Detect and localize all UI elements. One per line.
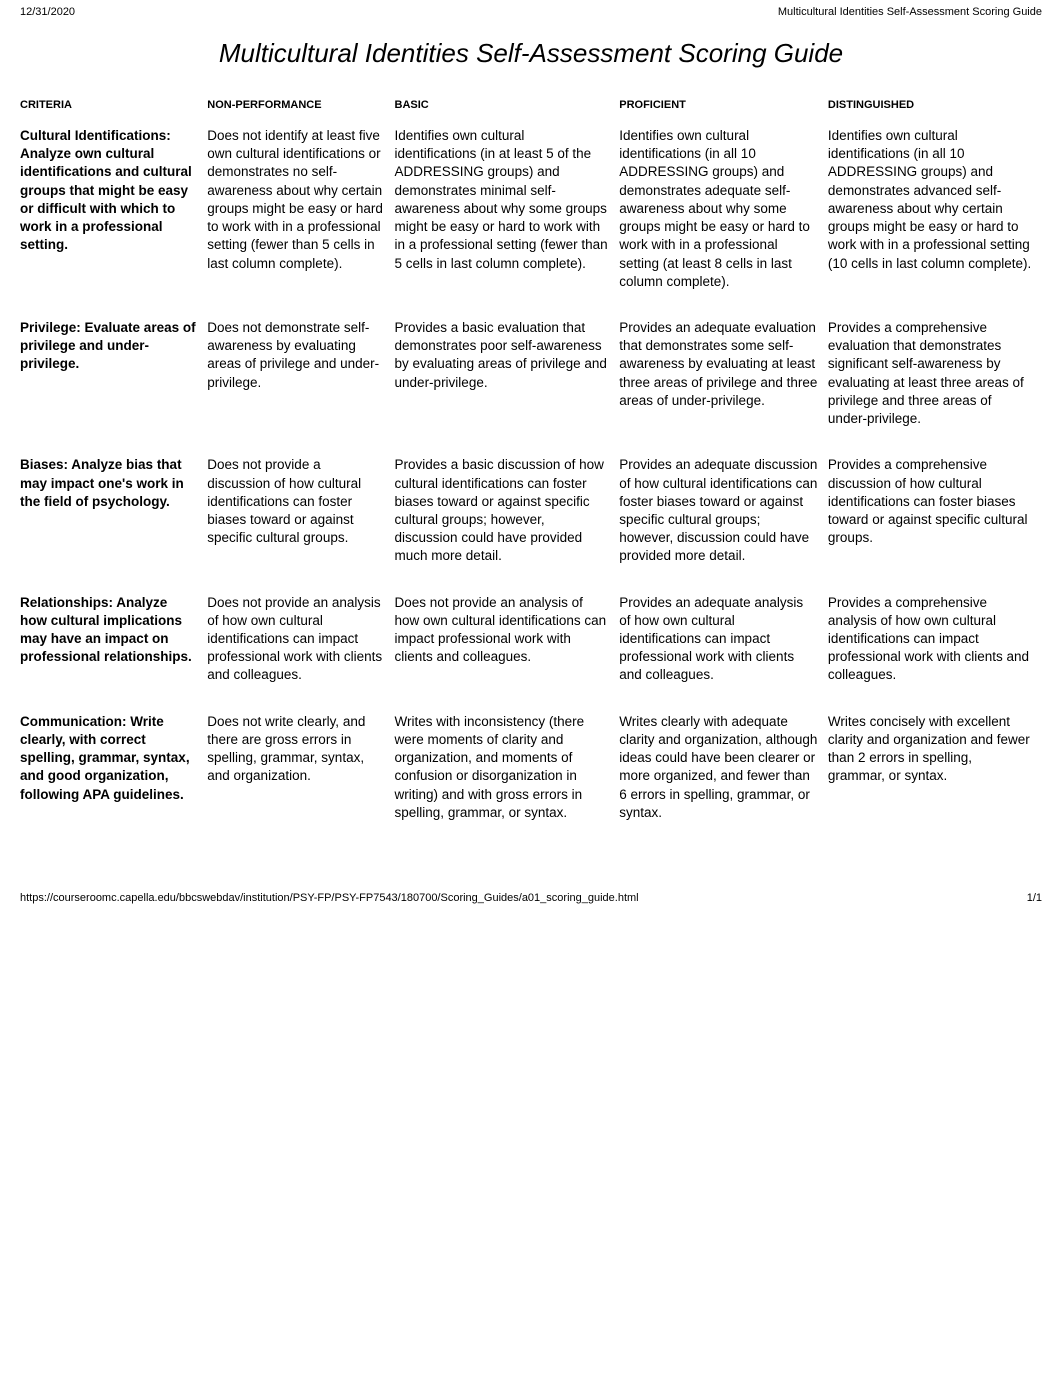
cell-basic: Writes with inconsistency (there were mo… [395,705,620,842]
cell-distinguished: Identifies own cultural identifications … [828,119,1042,311]
cell-nonperformance: Does not demonstrate self-awareness by e… [207,311,394,448]
footer-url: https://courseroomc.capella.edu/bbcswebd… [20,892,639,904]
cell-proficient: Writes clearly with adequate clarity and… [619,705,828,842]
table-row: Privilege: Evaluate areas of privilege a… [20,311,1042,448]
cell-criteria: Cultural Identifications: Analyze own cu… [20,119,207,311]
cell-proficient: Identifies own cultural identifications … [619,119,828,311]
cell-nonperformance: Does not write clearly, and there are gr… [207,705,394,842]
page-title: Multicultural Identities Self-Assessment… [0,38,1062,69]
table-row: Relationships: Analyze how cultural impl… [20,586,1042,705]
table-row: Communication: Write clearly, with corre… [20,705,1042,842]
cell-criteria: Communication: Write clearly, with corre… [20,705,207,842]
cell-basic: Provides a basic evaluation that demonst… [395,311,620,448]
col-header-distinguished: DISTINGUISHED [828,93,1042,119]
cell-nonperformance: Does not identify at least five own cult… [207,119,394,311]
cell-distinguished: Writes concisely with excellent clarity … [828,705,1042,842]
cell-criteria: Relationships: Analyze how cultural impl… [20,586,207,705]
col-header-criteria: CRITERIA [20,93,207,119]
table-header-row: CRITERIA NON-PERFORMANCE BASIC PROFICIEN… [20,93,1042,119]
cell-distinguished: Provides a comprehensive evaluation that… [828,311,1042,448]
cell-nonperformance: Does not provide an analysis of how own … [207,586,394,705]
col-header-proficient: PROFICIENT [619,93,828,119]
rubric-body: Cultural Identifications: Analyze own cu… [20,119,1042,842]
table-row: Biases: Analyze bias that may impact one… [20,448,1042,585]
col-header-basic: BASIC [395,93,620,119]
header-running-title: Multicultural Identities Self-Assessment… [778,6,1042,18]
rubric-table: CRITERIA NON-PERFORMANCE BASIC PROFICIEN… [20,93,1042,842]
cell-basic: Identifies own cultural identifications … [395,119,620,311]
header-date: 12/31/2020 [20,6,75,18]
header-meta: 12/31/2020 Multicultural Identities Self… [0,0,1062,20]
cell-proficient: Provides an adequate discussion of how c… [619,448,828,585]
cell-criteria: Biases: Analyze bias that may impact one… [20,448,207,585]
col-header-nonperformance: NON-PERFORMANCE [207,93,394,119]
cell-basic: Does not provide an analysis of how own … [395,586,620,705]
cell-criteria: Privilege: Evaluate areas of privilege a… [20,311,207,448]
cell-distinguished: Provides a comprehensive analysis of how… [828,586,1042,705]
cell-proficient: Provides an adequate analysis of how own… [619,586,828,705]
cell-basic: Provides a basic discussion of how cultu… [395,448,620,585]
cell-proficient: Provides an adequate evaluation that dem… [619,311,828,448]
footer-page: 1/1 [1027,892,1042,904]
footer: https://courseroomc.capella.edu/bbcswebd… [0,842,1062,914]
table-row: Cultural Identifications: Analyze own cu… [20,119,1042,311]
cell-nonperformance: Does not provide a discussion of how cul… [207,448,394,585]
cell-distinguished: Provides a comprehensive discussion of h… [828,448,1042,585]
